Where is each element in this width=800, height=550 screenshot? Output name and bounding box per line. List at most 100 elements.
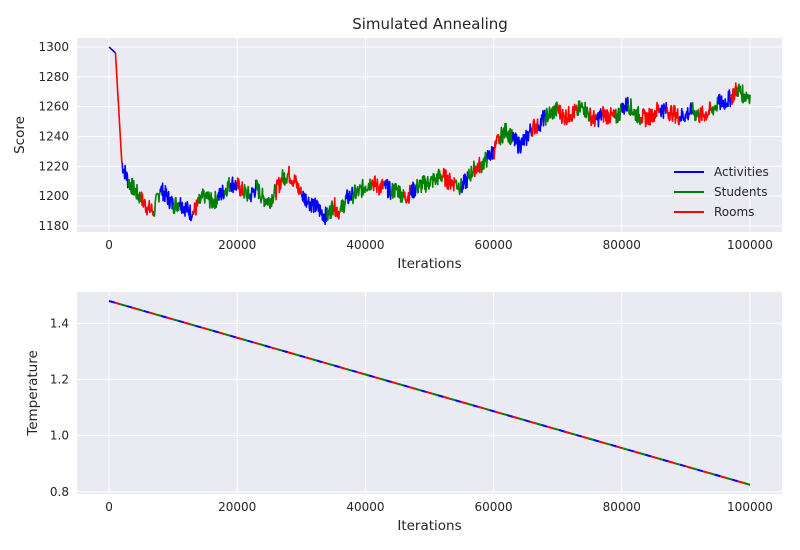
score-line-segment bbox=[210, 190, 219, 210]
score-line-segment bbox=[287, 165, 296, 188]
score-line-segment bbox=[198, 188, 206, 204]
score-line-segment bbox=[127, 177, 136, 196]
score-line-segment bbox=[415, 176, 424, 194]
temperature-y-tick-label: 1.4 bbox=[50, 316, 69, 330]
score-line-segment bbox=[172, 196, 181, 214]
score-line-segment bbox=[217, 184, 226, 201]
score-line-segment bbox=[473, 156, 482, 178]
score-line-segment bbox=[165, 190, 174, 210]
temperature-line bbox=[108, 300, 751, 486]
score-line-segment bbox=[492, 134, 501, 160]
score-line-segment bbox=[447, 172, 456, 192]
score-line-segment bbox=[640, 108, 649, 128]
score-line-segment bbox=[454, 177, 463, 196]
score-line-segment bbox=[646, 107, 655, 126]
score-line-segment bbox=[691, 101, 700, 122]
score-line-segment bbox=[223, 176, 232, 197]
score-line-segment bbox=[159, 182, 168, 203]
temperature-x-tick-label: 40000 bbox=[346, 500, 384, 514]
score-line-segment bbox=[435, 168, 444, 186]
score-line-segment bbox=[358, 178, 367, 199]
score-x-tick-label: 20000 bbox=[218, 238, 256, 252]
score-line-segment bbox=[191, 197, 200, 216]
temperature-x-tick-label: 20000 bbox=[218, 500, 256, 514]
temperature-x-tick-label: 0 bbox=[105, 500, 113, 514]
score-line-segment bbox=[467, 160, 476, 182]
score-line-segment bbox=[742, 91, 751, 105]
score-line-segment bbox=[185, 200, 194, 222]
score-y-tick-label: 1200 bbox=[38, 189, 69, 203]
score-line-segment bbox=[557, 104, 565, 124]
temperature-chart: 0 20000 40000 60000 80000 100000 0.8 1.0 1.2 1.4 I… bbox=[25, 292, 782, 534]
score-x-tick-label: 100000 bbox=[727, 238, 773, 252]
temperature-line bbox=[108, 300, 751, 486]
temperature-y-axis-label: Temperature bbox=[25, 350, 41, 437]
score-y-tick-label: 1280 bbox=[38, 70, 69, 84]
score-line-segment bbox=[274, 176, 283, 201]
temperature-x-tick-label: 100000 bbox=[727, 500, 773, 514]
score-line-segment bbox=[441, 167, 450, 191]
score-y-axis-label: Score bbox=[12, 116, 28, 154]
score-line-segment bbox=[601, 105, 610, 125]
score-line-segment bbox=[512, 131, 520, 154]
score-line-segment bbox=[588, 107, 597, 127]
chart-title: Simulated Annealing bbox=[352, 15, 508, 33]
temperature-y-tick-label: 0.8 bbox=[50, 485, 69, 499]
score-line-segment bbox=[249, 179, 258, 203]
score-line-segment bbox=[499, 122, 508, 146]
score-line-segment bbox=[294, 175, 303, 196]
score-line-segment bbox=[396, 185, 405, 203]
score-line-segment bbox=[697, 105, 706, 124]
score-x-tick-label: 80000 bbox=[603, 238, 641, 252]
score-line-segment bbox=[204, 191, 213, 209]
score-line-segment bbox=[627, 98, 636, 116]
score-line-segment bbox=[569, 103, 578, 123]
score-line-segment bbox=[153, 188, 162, 217]
score-line-segment bbox=[505, 127, 514, 146]
score-line-segment bbox=[428, 173, 437, 188]
score-line-segment bbox=[633, 106, 642, 126]
score-line-segment bbox=[524, 123, 533, 146]
score-chart: 0 20000 40000 60000 80000 100000 1180 1200 1220 1… bbox=[12, 38, 782, 272]
temperature-y-tick-label: 1.0 bbox=[50, 429, 69, 443]
score-line-segment bbox=[242, 184, 251, 202]
temperature-line bbox=[108, 300, 751, 486]
score-line-segment bbox=[531, 118, 540, 137]
temperature-series bbox=[108, 300, 751, 486]
score-line-segment bbox=[582, 101, 591, 122]
score-line-segment bbox=[736, 83, 745, 104]
score-line-segment bbox=[230, 176, 238, 194]
score-line-segment bbox=[326, 200, 335, 221]
legend: Activities Students Rooms bbox=[674, 165, 769, 219]
score-y-tick-label: 1180 bbox=[38, 219, 69, 233]
score-y-tick-label: 1300 bbox=[38, 40, 69, 54]
score-line-segment bbox=[710, 96, 719, 116]
score-line-segment bbox=[665, 104, 674, 122]
score-line-segment bbox=[614, 103, 623, 124]
score-line-segment bbox=[351, 184, 360, 205]
score-line-segment bbox=[140, 191, 149, 216]
score-line-segment bbox=[480, 151, 488, 174]
score-x-tick-label: 40000 bbox=[346, 238, 384, 252]
score-line-segment bbox=[486, 145, 495, 161]
score-line-segment bbox=[364, 178, 373, 192]
score-line-segment bbox=[544, 106, 553, 126]
score-line-segment bbox=[550, 101, 559, 120]
score-plot-area bbox=[77, 38, 782, 232]
score-line-segment bbox=[236, 177, 245, 197]
score-line-segment bbox=[608, 107, 617, 124]
score-line-segment bbox=[659, 101, 668, 119]
score-line-segment bbox=[339, 194, 347, 214]
score-line-segment bbox=[422, 175, 431, 193]
score-line-segment bbox=[377, 178, 386, 196]
score-line-segment bbox=[685, 102, 694, 121]
score-line-segment bbox=[409, 181, 418, 199]
temperature-x-tick-label: 80000 bbox=[603, 500, 641, 514]
score-y-tick-label: 1240 bbox=[38, 129, 69, 143]
score-line-segment bbox=[345, 186, 354, 205]
score-line-segment bbox=[262, 195, 271, 208]
score-line-segment bbox=[390, 182, 398, 199]
score-line-segment bbox=[537, 109, 546, 132]
score-line-segment bbox=[178, 197, 187, 217]
score-line-segment bbox=[319, 206, 328, 226]
